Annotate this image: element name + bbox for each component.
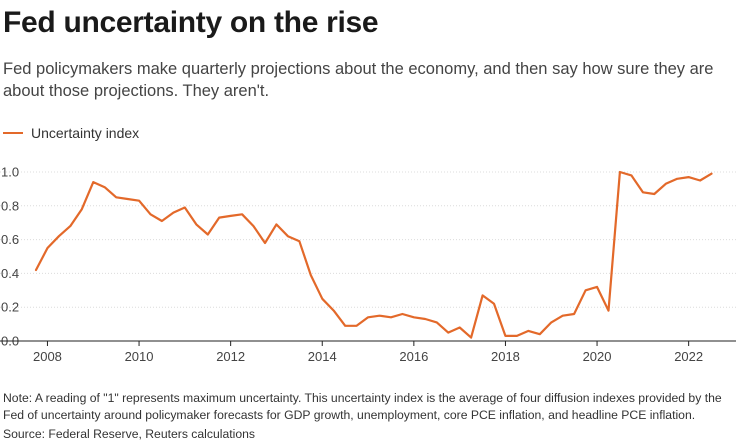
series-layer — [34, 170, 713, 339]
x-tick-label: 2014 — [308, 349, 337, 364]
x-tick-label: 2020 — [583, 349, 612, 364]
y-tick-label: 1.0 — [1, 165, 19, 180]
line-chart: 0.00.20.40.60.81.0 2008 2010 2012 2014 2016 2… — [0, 165, 736, 364]
legend-swatch — [3, 132, 23, 134]
x-tick-label: 2008 — [33, 349, 62, 364]
y-tick-label: 0.8 — [1, 198, 19, 213]
series-line-uncertainty-index — [34, 170, 713, 339]
y-tick-label: 0.4 — [1, 266, 19, 281]
legend: Uncertainty index — [3, 125, 139, 141]
y-tick-label: 0.2 — [1, 300, 19, 315]
source-credit: Source: Federal Reserve, Reuters calcula… — [3, 427, 255, 441]
x-tick-label: 2016 — [399, 349, 428, 364]
y-tick-label: 0.6 — [1, 232, 19, 247]
y-axis-labels: 0.00.20.40.60.81.0 — [1, 165, 19, 349]
chart-subtitle: Fed policymakers make quarterly projecti… — [3, 60, 714, 100]
x-tick-label: 2010 — [125, 349, 154, 364]
x-tick-label: 2018 — [491, 349, 520, 364]
legend-label: Uncertainty index — [31, 125, 140, 141]
x-tick-label: 2012 — [216, 349, 245, 364]
x-tick-label: 2022 — [674, 349, 703, 364]
footnote: Note: A reading of "1" represents maximu… — [3, 391, 722, 422]
x-axis-labels: 2008 2010 2012 2014 2016 2018 2020 2022 — [33, 341, 703, 364]
chart-title: Fed uncertainty on the rise — [3, 6, 379, 39]
